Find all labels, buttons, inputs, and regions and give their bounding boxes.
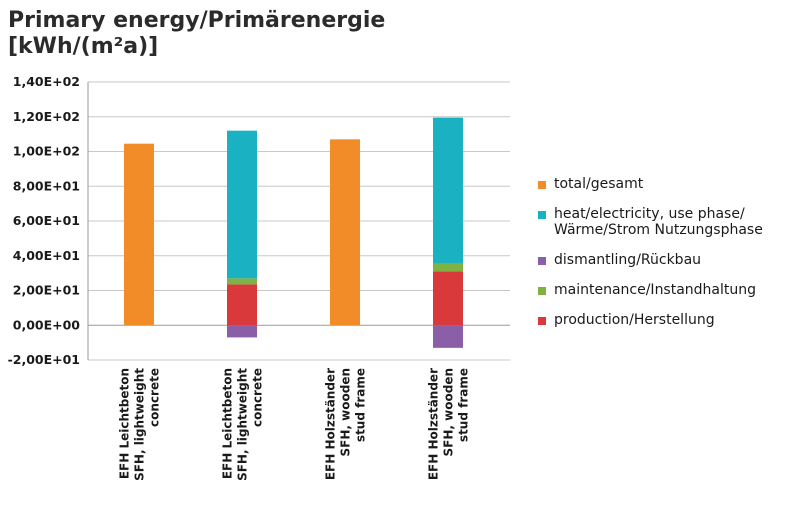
legend-item: production/Herstellung — [538, 312, 763, 328]
bar-segment — [433, 271, 463, 326]
y-tick-label: 1,40E+02 — [13, 74, 80, 89]
chart-title-line-1: Primary energy/Primärenergie — [8, 8, 386, 33]
bar-segment — [227, 130, 257, 279]
y-tick-label: 4,00E+01 — [13, 248, 80, 263]
legend-label: heat/electricity, use phase/ Wärme/Strom… — [554, 206, 763, 238]
y-tick-label: 1,00E+02 — [13, 144, 80, 159]
legend-swatch — [538, 211, 546, 219]
legend-swatch — [538, 317, 546, 325]
bar-segment — [330, 139, 360, 326]
bar-segment — [433, 325, 463, 348]
y-tick-label: 6,00E+01 — [13, 213, 80, 228]
category-label: concrete — [148, 368, 162, 427]
bar-segment — [227, 284, 257, 326]
category-label: SFH, wooden — [339, 368, 353, 456]
legend-item: heat/electricity, use phase/ Wärme/Strom… — [538, 206, 763, 238]
category-label: SFH, wooden — [442, 368, 456, 456]
category-label: EFH Holzständer — [324, 368, 338, 480]
legend-swatch — [538, 257, 546, 265]
legend-swatch — [538, 181, 546, 189]
category-label: EFH Holzständer — [427, 368, 441, 480]
bar-segment — [433, 117, 463, 264]
y-tick-label: 1,20E+02 — [13, 109, 80, 124]
chart-title-line-2: [kWh/(m²a)] — [8, 34, 159, 59]
chart-legend: total/gesamt heat/electricity, use phase/… — [538, 176, 763, 342]
y-tick-label: 8,00E+01 — [13, 178, 80, 193]
bar-segment — [124, 143, 154, 326]
legend-label: maintenance/Instandhaltung — [554, 282, 757, 298]
legend-label: dismantling/Rückbau — [554, 252, 702, 268]
category-label: EFH Leichtbeton — [221, 368, 235, 479]
category-label: stud frame — [354, 368, 368, 442]
y-tick-label: -2,00E+01 — [8, 352, 80, 367]
bar-segment — [227, 278, 257, 285]
category-label: SFH, lightweight — [133, 368, 147, 481]
legend-label: production/Herstellung — [554, 312, 715, 328]
y-tick-label: 2,00E+01 — [13, 283, 80, 298]
legend-item: maintenance/Instandhaltung — [538, 282, 763, 298]
category-label: EFH Leichtbeton — [118, 368, 132, 479]
category-label: SFH, lightweight — [236, 368, 250, 481]
legend-item: dismantling/Rückbau — [538, 252, 763, 268]
bar-segment — [227, 325, 257, 338]
legend-swatch — [538, 287, 546, 295]
y-tick-label: 0,00E+00 — [13, 317, 81, 332]
bar-segment — [433, 263, 463, 272]
legend-item: total/gesamt — [538, 176, 763, 192]
legend-label: total/gesamt — [554, 176, 644, 192]
category-label: concrete — [251, 368, 265, 427]
chart-title: Primary energy/Primärenergie [kWh/(m²a)] — [8, 8, 385, 60]
category-label: stud frame — [457, 368, 471, 442]
